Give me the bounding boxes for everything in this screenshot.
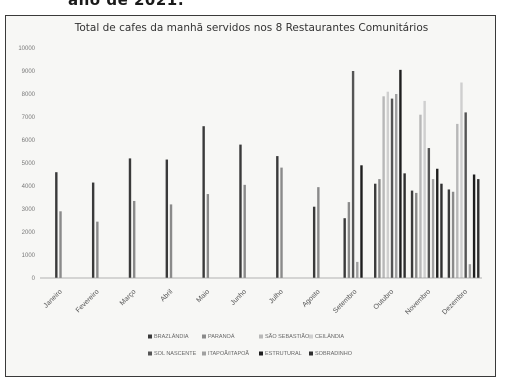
legend-label: ESTRUTURAL [265,351,302,357]
bar [440,183,443,278]
bar [390,98,394,278]
bar [169,204,173,278]
bar [165,159,169,278]
bar [356,261,359,278]
x-tick-label: Julho [268,288,285,305]
bar [410,190,414,278]
bar [431,179,435,278]
bar [360,165,363,278]
y-tick-label: 6000 [22,138,36,144]
x-tick-label: Agosto [301,288,321,308]
legend-label: PARANOÁ [208,333,235,340]
bar [477,179,480,278]
y-tick-label: 8000 [22,92,36,98]
bar [436,168,439,278]
y-tick-label: 0 [32,276,36,282]
bar [128,158,132,278]
legend-swatch [202,334,206,339]
bar [239,144,242,278]
bar [403,173,406,278]
bar [91,182,95,278]
bar [472,174,476,278]
y-tick-label: 5000 [22,161,36,167]
bar [280,167,283,278]
x-tick-label: Setembro [332,288,358,314]
bar [374,183,377,278]
bar [395,94,398,278]
bar [382,96,385,278]
bar [456,123,459,279]
bar [243,184,246,278]
bar [460,82,463,278]
chart-plot: 0 1000 2000 3000 4000 5000 6000 7000 8000 9000 100… [18,46,482,357]
legend: BRAZLÂNDIA PARANOÁ SÃO SEBASTIÃO CEILÂNDIA S… [148,333,353,357]
bar [343,218,346,278]
y-tick-label: 9000 [22,69,36,75]
y-tick-label: 4000 [22,184,36,190]
x-tick-label: Janeiro [43,288,64,309]
page-title: ano de 2021: [68,0,185,9]
x-tick-label: Abril [159,288,174,303]
bar [386,91,390,278]
x-axis: Janeiro Fevereiro Março Abril Maio Junho Julho… [43,288,469,316]
chart-frame: Total de cafes da manhã servidos nos 8 R… [5,15,496,377]
y-axis: 0 1000 2000 3000 4000 5000 6000 7000 8000 9000 100… [18,46,35,282]
y-tick-label: 2000 [22,230,36,236]
y-tick-label: 7000 [22,115,36,121]
bar [427,148,431,278]
bar [351,71,355,278]
legend-label: ITAPOÃ/ITAPOÃ [208,350,249,357]
x-tick-label: Outubro [372,288,395,311]
legend-swatch [309,351,313,356]
bar [399,69,402,278]
bar [415,192,418,278]
bar [59,211,62,278]
bar [468,264,472,278]
bar [312,206,316,278]
legend-swatch [202,351,206,356]
x-tick-label: Março [119,288,138,307]
legend-swatch [148,334,152,339]
bar [419,114,422,278]
legend-swatch [259,351,263,356]
bars [55,69,480,279]
bar [423,100,426,279]
legend-label: BRAZLÂNDIA [154,333,189,340]
legend-label: SÃO SEBASTIÃO [265,333,310,340]
bar [206,194,210,278]
y-tick-label: 1000 [22,253,36,259]
bar [451,191,455,278]
bar [447,189,451,278]
bar [202,126,205,278]
legend-swatch [148,351,152,356]
bar [276,156,279,278]
legend-label: SOL NASCENTE [154,351,197,357]
legend-swatch [259,334,263,339]
x-tick-label: Junho [230,288,249,307]
bar [464,112,467,279]
bar [317,187,320,278]
bar [55,172,58,278]
y-tick-label: 3000 [22,207,36,213]
bar [347,202,351,278]
chart-title: Total de cafes da manhã servidos nos 8 R… [74,22,429,34]
x-tick-label: Fevereiro [75,288,101,314]
legend-swatch [309,334,313,339]
x-tick-label: Novembro [404,288,432,316]
legend-label: SOBRADINHO [315,351,353,357]
bar [96,221,99,278]
x-tick-label: Dezembro [441,288,469,316]
legend-label: CEILÂNDIA [315,333,344,340]
y-tick-label: 10000 [18,46,35,52]
bar [378,179,381,278]
x-tick-label: Maio [195,288,211,304]
bar [132,200,136,278]
